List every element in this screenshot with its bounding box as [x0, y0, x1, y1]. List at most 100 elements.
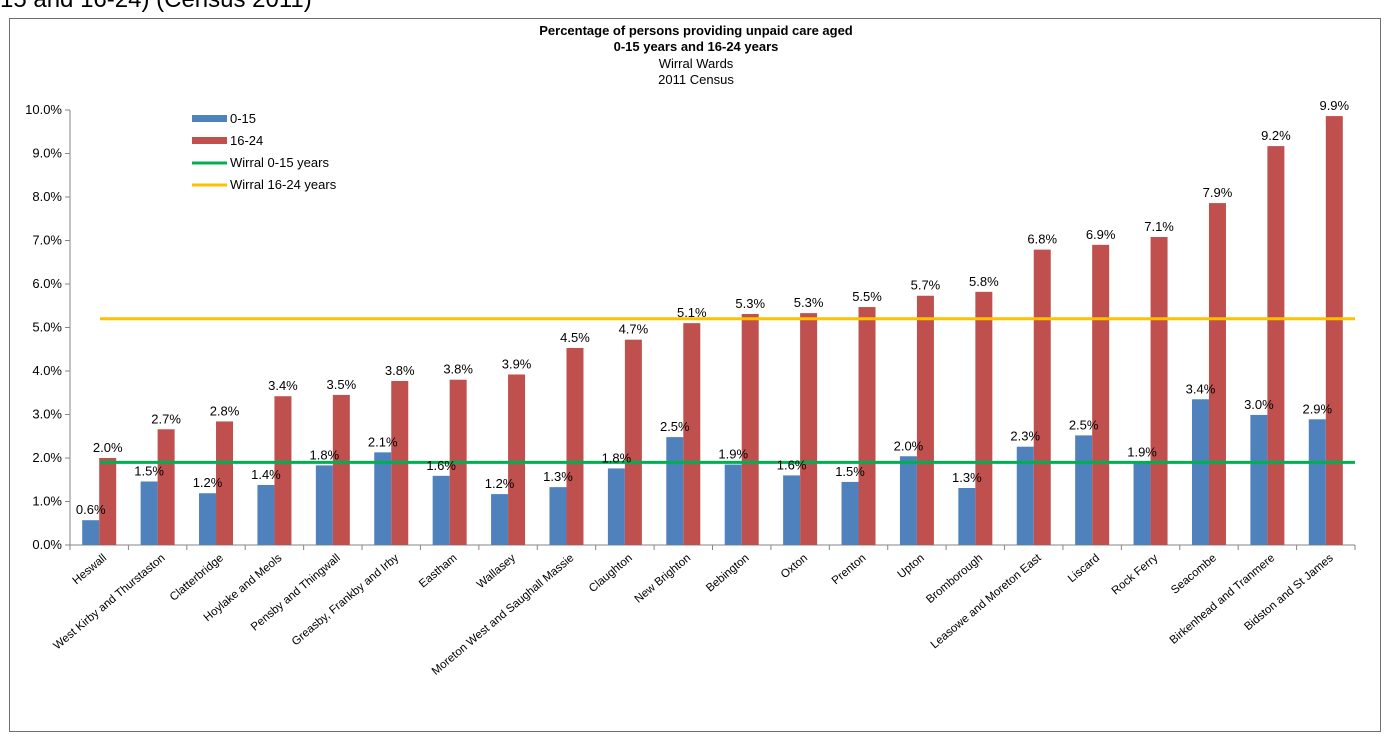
x-category-label: Prenton	[830, 552, 869, 587]
x-category-label: Clatterbridge	[168, 552, 226, 604]
data-label-16-24: 4.5%	[560, 330, 590, 345]
reference-lines	[100, 317, 1355, 464]
bar-0-15	[1133, 462, 1151, 545]
bar-16-24	[1092, 244, 1110, 545]
y-tick-label: 6.0%	[32, 276, 62, 291]
x-category-label: Wallasey	[475, 552, 518, 591]
chart-title: Percentage of persons providing unpaid c…	[539, 23, 853, 38]
bar-16-24	[99, 458, 117, 545]
bar-0-15	[315, 465, 333, 545]
data-label-0-15: 1.5%	[134, 463, 164, 478]
y-tick-label: 5.0%	[32, 320, 62, 335]
bar-16-24	[916, 295, 934, 545]
bar-16-24	[624, 339, 642, 545]
data-label-16-24: 3.8%	[385, 363, 415, 378]
data-label-0-15: 2.1%	[368, 434, 398, 449]
x-category-label: Greasby, Frankby and Irby	[290, 552, 402, 648]
bar-16-24	[1267, 146, 1285, 546]
x-category-label: Claughton	[587, 552, 635, 595]
bar-0-15	[841, 481, 859, 545]
bar-0-15	[958, 488, 976, 545]
data-label-0-15: 1.4%	[251, 467, 281, 482]
bar-16-24	[508, 374, 526, 545]
data-label-0-15: 2.0%	[894, 438, 924, 453]
bar-0-15	[549, 487, 567, 545]
x-category-label: Bebington	[704, 552, 751, 594]
data-label-16-24: 9.9%	[1319, 98, 1349, 113]
bar-16-24	[157, 429, 175, 545]
x-category-label: Birkenhead and Tranmere	[1168, 552, 1278, 647]
legend-label: Wirral 0-15 years	[230, 155, 329, 170]
x-category-label: Upton	[896, 552, 927, 581]
x-category-label: Liscard	[1066, 552, 1102, 585]
page-header: 15 and 16-24) (Census 2011)	[0, 0, 312, 14]
data-label-0-15: 1.2%	[485, 476, 515, 491]
bar-0-15	[491, 494, 509, 545]
bar-16-24	[975, 291, 993, 545]
data-label-0-15: 2.9%	[1302, 401, 1332, 416]
data-label-0-15: 2.5%	[660, 419, 690, 434]
bar-0-15	[899, 456, 917, 545]
data-label-16-24: 3.8%	[443, 362, 473, 377]
data-label-0-15: 0.6%	[76, 502, 106, 517]
bar-0-15	[140, 481, 158, 545]
bar-0-15	[1075, 435, 1093, 545]
data-label-16-24: 5.5%	[852, 289, 882, 304]
x-category-label: West Kirby and Thurstaston	[51, 552, 167, 652]
data-label-16-24: 7.1%	[1144, 219, 1174, 234]
data-label-16-24: 4.7%	[619, 322, 649, 337]
bar-0-15	[724, 464, 742, 545]
data-label-0-15: 1.5%	[835, 464, 865, 479]
legend-swatch	[192, 115, 227, 122]
data-label-0-15: 1.6%	[777, 457, 807, 472]
x-category-label: Leasowe and Moreton East	[929, 552, 1045, 652]
data-label-0-15: 1.8%	[602, 450, 632, 465]
bar-16-24	[1033, 249, 1051, 545]
data-label-16-24: 2.7%	[151, 411, 181, 426]
data-label-0-15: 1.9%	[1127, 444, 1157, 459]
bars	[82, 116, 1343, 546]
bar-0-15	[783, 475, 801, 545]
data-label-16-24: 3.5%	[327, 377, 357, 392]
bar-16-24	[1208, 203, 1226, 545]
chart-subtitle-line2: 2011 Census	[658, 72, 734, 87]
data-label-16-24: 5.8%	[969, 274, 999, 289]
x-category-label: Eastham	[417, 552, 459, 590]
y-tick-label: 7.0%	[32, 233, 62, 248]
bar-0-15	[257, 484, 275, 545]
y-tick-label: 1.0%	[32, 494, 62, 509]
bar-0-15	[374, 452, 392, 545]
y-tick-label: 2.0%	[32, 450, 62, 465]
bar-16-24	[332, 394, 350, 545]
legend-label: 0-15	[230, 111, 256, 126]
x-category-label: New Brighton	[633, 552, 694, 606]
y-tick-label: 4.0%	[32, 363, 62, 378]
data-label-0-15: 1.2%	[193, 475, 223, 490]
data-label-0-15: 1.6%	[426, 458, 456, 473]
bar-0-15	[82, 520, 100, 545]
data-label-16-24: 9.2%	[1261, 128, 1291, 143]
bar-0-15	[199, 493, 217, 545]
bar-0-15	[1308, 419, 1326, 545]
data-label-16-24: 5.3%	[794, 295, 824, 310]
bar-0-15	[1016, 446, 1034, 545]
data-label-16-24: 6.9%	[1086, 227, 1116, 242]
x-category-label: Oxton	[779, 552, 810, 581]
bar-0-15	[1191, 399, 1209, 545]
bar-16-24	[1325, 116, 1343, 545]
bar-0-15	[607, 468, 625, 545]
data-label-0-15: 1.3%	[952, 470, 982, 485]
data-label-16-24: 2.8%	[210, 403, 240, 418]
bar-16-24	[566, 347, 584, 545]
legend-swatch	[192, 137, 227, 144]
data-label-16-24: 5.7%	[911, 278, 941, 293]
bar-16-24	[683, 323, 701, 545]
data-label-16-24: 3.9%	[502, 356, 532, 371]
bar-16-24	[858, 307, 876, 545]
legend-label: Wirral 16-24 years	[230, 177, 337, 192]
data-label-0-15: 3.0%	[1244, 397, 1274, 412]
data-label-0-15: 1.3%	[543, 469, 573, 484]
x-category-label: Seacombe	[1169, 552, 1219, 597]
y-tick-label: 3.0%	[32, 407, 62, 422]
